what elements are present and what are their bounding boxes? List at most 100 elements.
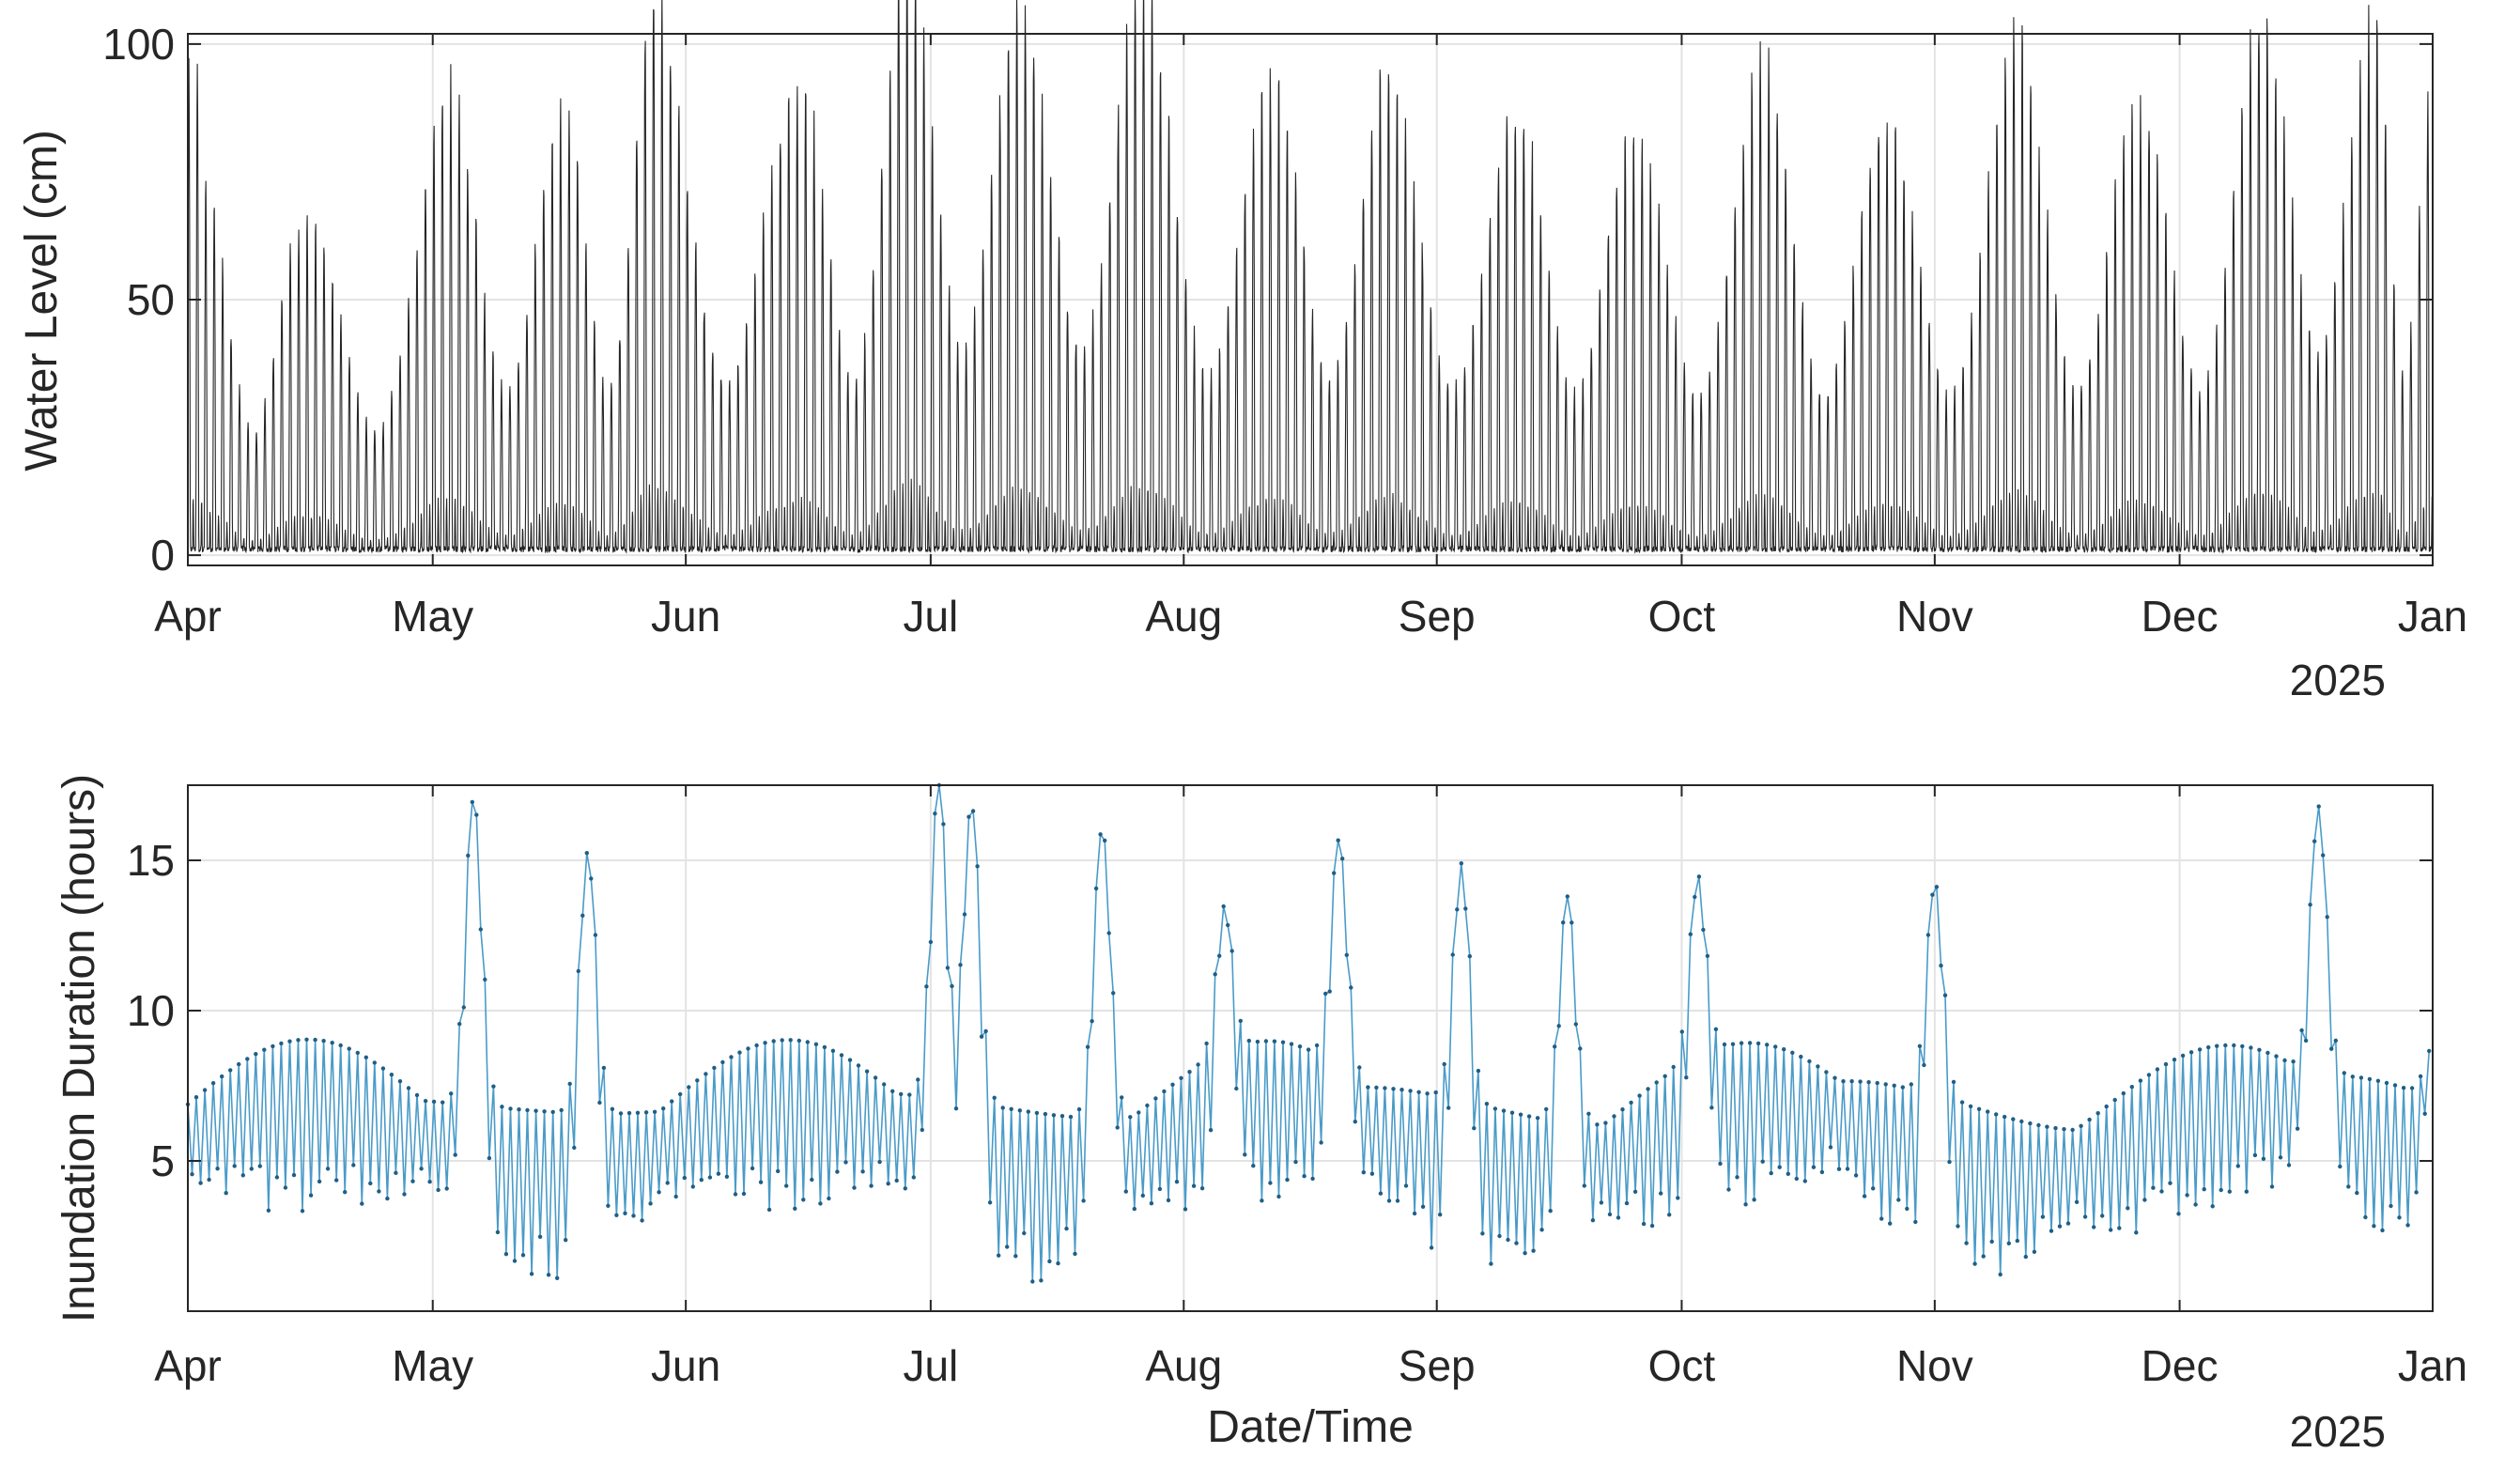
inundation-point xyxy=(2057,1224,2063,1229)
inundation-point xyxy=(529,1272,534,1276)
inundation-point xyxy=(1047,1259,1052,1264)
inundation-point xyxy=(1569,920,1574,925)
inundation-point xyxy=(1913,1219,1918,1225)
inundation-point xyxy=(2112,1097,2117,1103)
inundation-point xyxy=(564,1238,568,1243)
inundation-point xyxy=(1260,1198,1264,1203)
inundation-point xyxy=(317,1179,322,1184)
inundation-point xyxy=(796,1038,801,1043)
inundation-point xyxy=(2291,1059,2296,1064)
inundation-point xyxy=(1624,1200,1630,1206)
inundation-point xyxy=(406,1086,411,1090)
inundation-point xyxy=(593,933,598,937)
inundation-point xyxy=(1438,1213,1443,1217)
inundation-point xyxy=(704,1072,708,1076)
inundation-point xyxy=(1420,1204,1426,1210)
inundation-point xyxy=(2286,1163,2292,1167)
inundation-point xyxy=(232,1164,237,1168)
inundation-point xyxy=(1981,1254,1986,1259)
inundation-point xyxy=(631,1213,636,1218)
inundation-point xyxy=(894,1178,899,1183)
inundation-point xyxy=(1467,953,1473,959)
inundation-year-label: 2025 xyxy=(2290,1407,2386,1456)
inundation-point xyxy=(754,1043,759,1048)
inundation-point xyxy=(1395,1198,1400,1203)
inundation-point xyxy=(2355,1190,2359,1196)
inundation-point xyxy=(2380,1228,2385,1233)
inundation-point xyxy=(2117,1226,2122,1230)
inundation-point xyxy=(1306,1047,1311,1052)
inundation-point xyxy=(207,1177,211,1183)
water-level-y-ticks: 0 50 100 xyxy=(102,20,2433,580)
water-level-y-axis-label: Water Level (cm) xyxy=(17,130,67,471)
water-level-x-ticks: Apr May Jun Jul Aug Sep Oct Nov Dec Jan xyxy=(154,34,2467,641)
inundation-point xyxy=(958,963,963,967)
inundation-point xyxy=(1994,1112,1999,1117)
inundation-point xyxy=(1056,1260,1060,1266)
inundation-point xyxy=(1777,1165,1782,1169)
inundation-point xyxy=(1671,1064,1676,1070)
inundation-point xyxy=(737,1050,742,1055)
inundation-point xyxy=(1217,953,1222,958)
inundation-point xyxy=(2188,1050,2194,1055)
inundation-point xyxy=(254,1052,258,1057)
inundation-point xyxy=(2049,1229,2054,1233)
inundation-point xyxy=(784,1183,789,1188)
inundation-point xyxy=(1544,1106,1549,1112)
inundation-point xyxy=(1344,952,1350,957)
inundation-point xyxy=(1586,1111,1591,1117)
inundation-point xyxy=(2422,1111,2427,1117)
inundation-point xyxy=(436,1187,441,1193)
inundation-point xyxy=(441,1100,445,1105)
inundation-point xyxy=(1391,1087,1396,1091)
inundation-point xyxy=(1735,1175,1740,1180)
inundation-point xyxy=(882,1082,887,1087)
inundation-point xyxy=(198,1181,203,1185)
inundation-point xyxy=(1866,1080,1871,1085)
inundation-point xyxy=(1349,985,1353,990)
inundation-point xyxy=(2028,1121,2033,1126)
inundation-point xyxy=(1374,1085,1379,1090)
inundation-point xyxy=(1073,1251,1077,1257)
inundation-point xyxy=(410,1179,415,1183)
inundation-point xyxy=(1722,1042,1727,1047)
inundation-point xyxy=(1429,1245,1434,1250)
inundation-point xyxy=(1637,1093,1642,1098)
inundation-point xyxy=(2074,1199,2080,1205)
inundation-point xyxy=(1013,1254,1018,1259)
inundation-point xyxy=(1026,1109,1031,1114)
inundation-grid xyxy=(188,785,2433,1311)
inundation-point xyxy=(1760,1159,1765,1164)
inundation-point xyxy=(283,1185,288,1190)
inundation-point xyxy=(2002,1114,2007,1120)
inundation-point xyxy=(1323,991,1328,997)
inundation-axes-frame xyxy=(187,784,2434,1312)
inundation-point xyxy=(1888,1221,1893,1226)
x-tick-label: Jun xyxy=(651,592,720,641)
inundation-duration-panel: 5 10 15 Apr May Jun Jul Aug Sep Oct Nov Dec Jan Inu… xyxy=(54,774,2467,1456)
inundation-point xyxy=(2138,1078,2143,1083)
inundation-point xyxy=(1755,1041,1761,1046)
inundation-point xyxy=(300,1209,305,1213)
inundation-point xyxy=(771,1039,776,1043)
inundation-point xyxy=(449,1091,454,1096)
inundation-point xyxy=(945,966,951,970)
inundation-point xyxy=(2308,903,2312,907)
inundation-point xyxy=(2197,1047,2203,1052)
inundation-point xyxy=(1199,1186,1205,1191)
inundation-point xyxy=(2062,1127,2066,1132)
inundation-point xyxy=(495,1229,501,1235)
inundation-point xyxy=(1828,1145,1833,1150)
inundation-point xyxy=(520,1253,526,1258)
inundation-point xyxy=(338,1043,343,1048)
inundation-point xyxy=(466,853,471,858)
inundation-point xyxy=(1506,1237,1510,1243)
inundation-point xyxy=(2011,1117,2016,1121)
inundation-point xyxy=(1709,1105,1714,1110)
inundation-point xyxy=(1226,922,1230,928)
inundation-point xyxy=(296,1038,301,1043)
inundation-point xyxy=(1170,1082,1175,1088)
inundation-point xyxy=(1246,1038,1252,1043)
inundation-point xyxy=(1693,894,1697,900)
inundation-point xyxy=(2342,1071,2346,1075)
